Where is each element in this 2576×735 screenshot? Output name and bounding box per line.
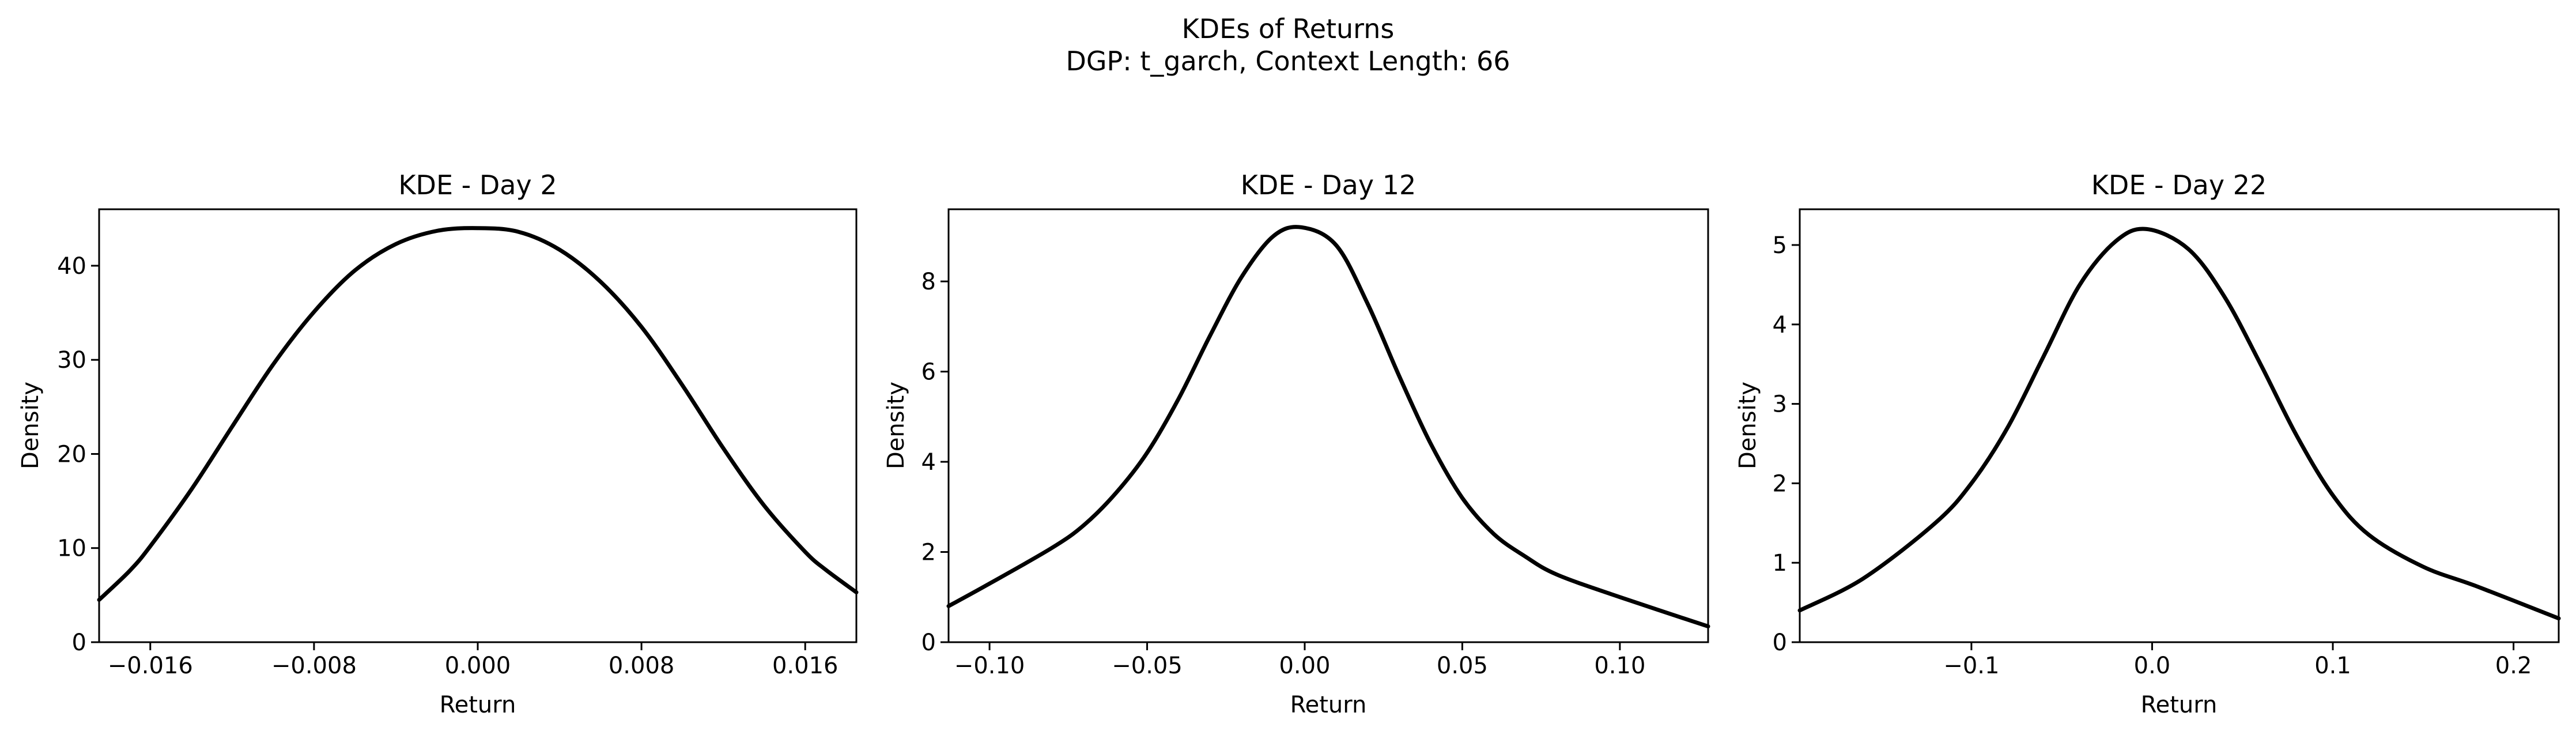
y-tick-label: 1 bbox=[1773, 550, 1787, 576]
panel-title: KDE - Day 22 bbox=[2091, 169, 2267, 201]
y-tick-label: 4 bbox=[921, 449, 936, 476]
figure-subtitle: DGP: t_garch, Context Length: 66 bbox=[1066, 46, 1510, 77]
y-tick-label: 2 bbox=[1773, 470, 1787, 497]
axes-frame bbox=[98, 208, 858, 643]
y-tick-label: 10 bbox=[57, 536, 86, 562]
y-axis-label: Density bbox=[1735, 382, 1761, 469]
axes-frame bbox=[1799, 208, 2560, 643]
plot-area bbox=[1797, 227, 2561, 621]
panel-title: KDE - Day 12 bbox=[1241, 169, 1416, 201]
y-tick-label: 0 bbox=[72, 630, 86, 656]
y-tick-label: 20 bbox=[57, 441, 86, 468]
x-tick-label: −0.10 bbox=[954, 653, 1025, 679]
panel-title: KDE - Day 2 bbox=[398, 169, 557, 201]
kde-line-series-0 bbox=[946, 225, 1710, 629]
y-axis-label: Density bbox=[17, 382, 44, 469]
plot-area bbox=[97, 226, 859, 602]
y-tick-label: 40 bbox=[57, 253, 86, 280]
x-tick-label: 0.0 bbox=[2134, 653, 2171, 679]
y-tick-label: 0 bbox=[1773, 630, 1787, 656]
y-tick-label: 4 bbox=[1773, 312, 1787, 338]
x-tick-label: 0.10 bbox=[1594, 653, 1645, 679]
y-tick-label: 3 bbox=[1773, 391, 1787, 418]
x-tick-label: 0.05 bbox=[1437, 653, 1488, 679]
x-axis-label: Return bbox=[440, 692, 516, 718]
y-tick-label: 30 bbox=[57, 347, 86, 374]
panel-day-2: KDE - Day 2 Return Density −0.016 −0.008 0… bbox=[17, 169, 859, 718]
y-tick-label: 2 bbox=[921, 540, 936, 566]
plot-area bbox=[946, 225, 1710, 629]
x-tick-label: 0.000 bbox=[445, 653, 511, 679]
y-tick-label: 6 bbox=[921, 359, 936, 386]
x-tick-label: 0.1 bbox=[2314, 653, 2351, 679]
kde-line-series-0 bbox=[1797, 227, 2561, 621]
panel-day-12: KDE - Day 12 Return Density −0.10 −0.05 0.… bbox=[883, 169, 1710, 718]
x-axis-label: Return bbox=[1290, 692, 1367, 718]
x-tick-label: 0.008 bbox=[609, 653, 675, 679]
panel-day-22: KDE - Day 22 Return Density −0.1 0.0 0.1 0.… bbox=[1735, 169, 2561, 718]
x-tick-label: −0.016 bbox=[108, 653, 193, 679]
x-axis-label: Return bbox=[2141, 692, 2218, 718]
x-tick-label: −0.05 bbox=[1112, 653, 1183, 679]
x-tick-label: 0.2 bbox=[2495, 653, 2532, 679]
x-tick-label: −0.1 bbox=[1943, 653, 1999, 679]
y-tick-label: 8 bbox=[921, 269, 936, 295]
x-tick-label: 0.016 bbox=[772, 653, 838, 679]
y-tick-label: 5 bbox=[1773, 232, 1787, 259]
x-tick-label: −0.008 bbox=[271, 653, 357, 679]
y-axis-label: Density bbox=[883, 382, 909, 469]
figure-title: KDEs of Returns bbox=[1182, 13, 1395, 44]
axes-frame bbox=[947, 208, 1709, 643]
kde-line-series-0 bbox=[97, 226, 859, 602]
y-tick-label: 0 bbox=[921, 630, 936, 656]
x-tick-label: 0.00 bbox=[1279, 653, 1330, 679]
